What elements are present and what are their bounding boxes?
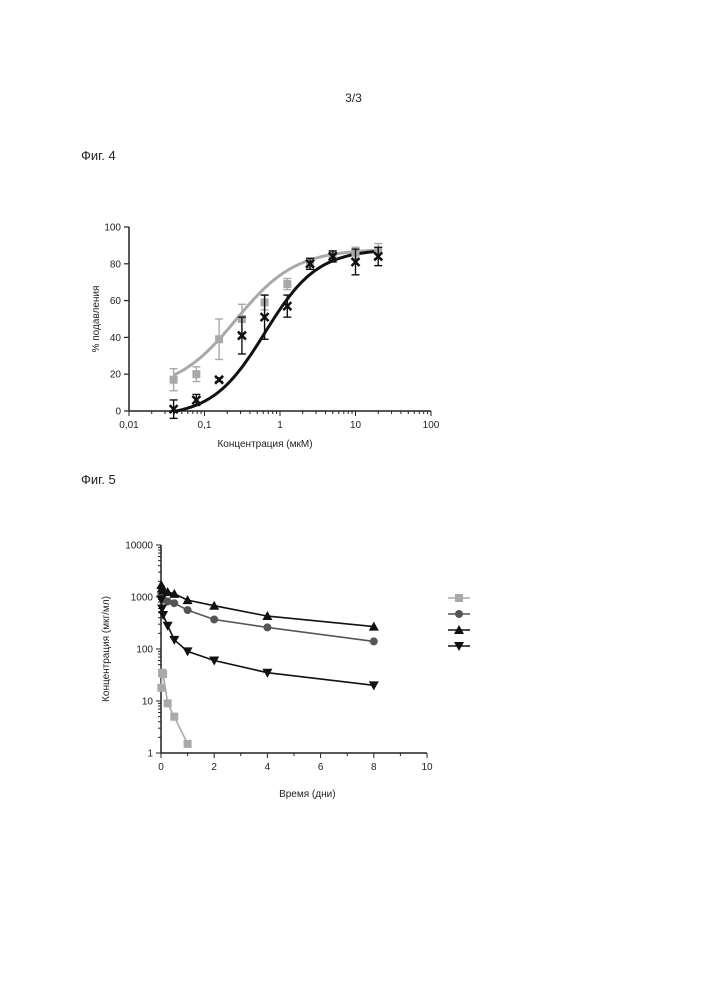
data-point-series-2 bbox=[170, 599, 178, 607]
y-tick-label: 0 bbox=[115, 407, 121, 418]
data-point-series-2 bbox=[184, 606, 192, 614]
fit-curve-series-2 bbox=[174, 251, 379, 411]
x-tick-label: 0 bbox=[158, 762, 164, 773]
x-tick-label: 0,1 bbox=[198, 420, 212, 431]
y-tick-label: 10 bbox=[142, 697, 154, 708]
legend-marker-2 bbox=[455, 610, 463, 618]
data-point-series-1 bbox=[170, 376, 178, 384]
x-axis-title: Время (дни) bbox=[279, 789, 335, 800]
data-point-series-2 bbox=[215, 376, 223, 384]
y-tick-label: 60 bbox=[110, 296, 122, 307]
y-tick-label: 100 bbox=[136, 645, 153, 656]
x-tick-label: 1 bbox=[277, 420, 283, 431]
data-point-series-1 bbox=[192, 370, 200, 378]
y-tick-label: 100 bbox=[104, 223, 121, 234]
legend-marker-1 bbox=[455, 594, 463, 602]
data-point-series-2 bbox=[210, 615, 218, 623]
y-tick-label: 1 bbox=[147, 749, 153, 760]
y-axis-title: % подавления bbox=[91, 286, 102, 353]
data-point-series-2 bbox=[370, 637, 378, 645]
x-axis-title: Концентрация (мкМ) bbox=[217, 439, 312, 450]
data-point-series-1 bbox=[159, 670, 167, 678]
data-point-series-1 bbox=[184, 740, 192, 748]
y-tick-label: 40 bbox=[110, 333, 122, 344]
y-tick-label: 1000 bbox=[131, 593, 154, 604]
inhibition-chart: 0 20 40 60 80 100 0,01 0,1 1 10 100 Концентрация (м… bbox=[91, 223, 440, 451]
data-point-series-2 bbox=[263, 623, 271, 631]
y-tick-label: 10000 bbox=[125, 541, 153, 552]
data-point-series-1 bbox=[170, 713, 178, 721]
data-point-series-4 bbox=[163, 622, 173, 631]
x-tick-label: 8 bbox=[371, 762, 377, 773]
x-tick-label: 0,01 bbox=[119, 420, 139, 431]
data-point-series-4 bbox=[158, 611, 168, 620]
x-tick-label: 10 bbox=[350, 420, 362, 431]
data-point-series-1 bbox=[164, 699, 172, 707]
data-point-series-1 bbox=[157, 684, 165, 692]
data-point-series-1 bbox=[215, 335, 223, 343]
concentration-time-chart: 1 10 100 1000 10000 0 2 4 6 8 10 Время (дни) Концент… bbox=[101, 541, 470, 801]
x-tick-label: 6 bbox=[318, 762, 324, 773]
x-tick-label: 10 bbox=[421, 762, 433, 773]
y-axis-title: Концентрация (мкг/мл) bbox=[101, 596, 112, 702]
data-point-series-1 bbox=[283, 280, 291, 288]
x-tick-label: 4 bbox=[265, 762, 271, 773]
data-point-series-3 bbox=[183, 595, 193, 604]
x-tick-label: 2 bbox=[211, 762, 217, 773]
y-tick-label: 20 bbox=[110, 370, 122, 381]
data-point-series-4 bbox=[369, 681, 379, 690]
series-line-3 bbox=[161, 585, 373, 627]
x-tick-label: 100 bbox=[423, 420, 440, 431]
series-line-1 bbox=[161, 673, 187, 744]
y-tick-label: 80 bbox=[110, 259, 122, 270]
